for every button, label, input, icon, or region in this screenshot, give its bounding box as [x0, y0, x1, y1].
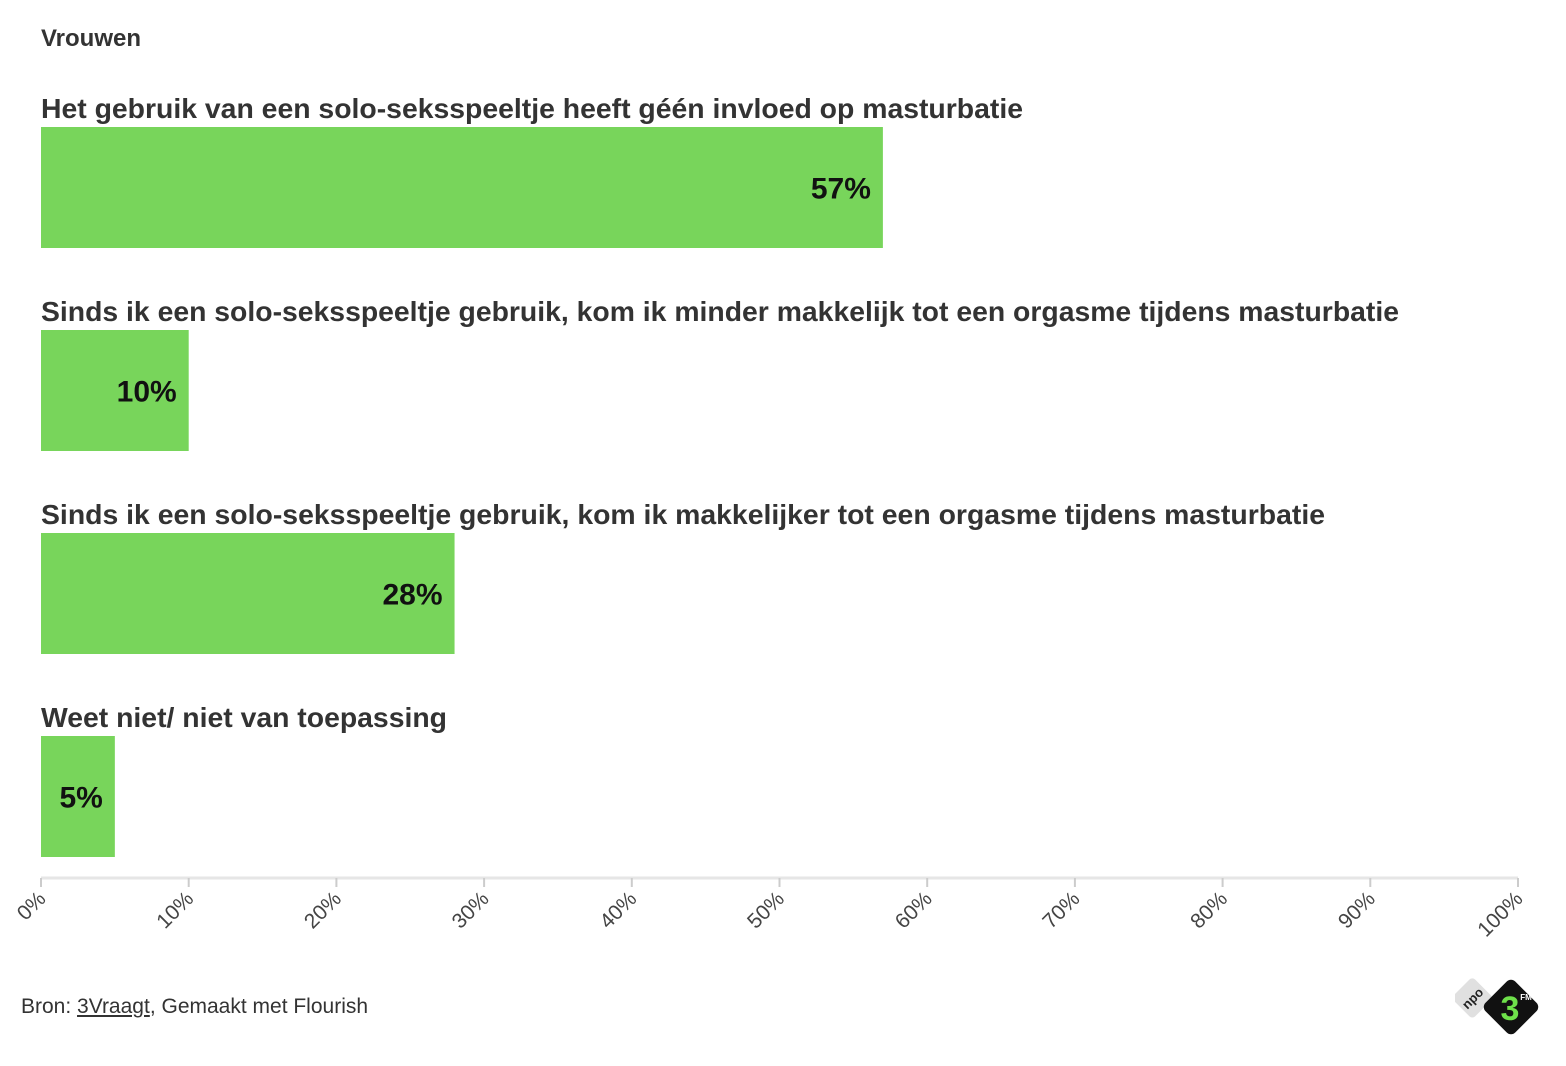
category-label: Het gebruik van een solo-seksspeeltje he…	[41, 93, 1023, 124]
category-label: Sinds ik een solo-seksspeeltje gebruik, …	[41, 296, 1399, 327]
category-label: Weet niet/ niet van toepassing	[41, 702, 447, 733]
x-tick-label: 20%	[300, 887, 346, 933]
x-tick-label: 40%	[595, 887, 641, 933]
logo-3-text: 3	[1501, 990, 1520, 1028]
x-tick-label: 60%	[891, 887, 937, 933]
x-tick-label: 30%	[448, 887, 494, 933]
x-tick-label: 90%	[1334, 887, 1380, 933]
npo-3fm-logo-icon: npo 3 FM	[1452, 975, 1547, 1039]
x-tick-label: 50%	[743, 887, 789, 933]
footer-prefix: Bron:	[21, 995, 78, 1018]
x-tick-label: 10%	[152, 887, 198, 933]
footer-suffix: , Gemaakt met Flourish	[149, 995, 369, 1018]
category-label: Sinds ik een solo-seksspeeltje gebruik, …	[41, 499, 1325, 530]
x-tick-label: 80%	[1186, 887, 1232, 933]
value-label: 5%	[59, 782, 102, 815]
chart-subtitle: Vrouwen	[41, 25, 141, 52]
bar	[41, 127, 883, 248]
x-tick-label: 70%	[1038, 887, 1084, 933]
value-label: 10%	[117, 376, 177, 409]
bars-layer: Het gebruik van een solo-seksspeeltje he…	[41, 93, 1399, 857]
bar	[41, 533, 455, 654]
logo-fm-text: FM	[1520, 993, 1532, 1002]
value-label: 28%	[383, 579, 443, 612]
x-tick-label: 100%	[1473, 887, 1527, 941]
x-axis: 0% 10% 20% 30% 40% 50% 60% 70% 80% 90% 100%	[13, 876, 1528, 942]
bar	[41, 330, 189, 451]
value-label: 57%	[811, 173, 871, 206]
bar	[41, 736, 115, 857]
x-tick-label: 0%	[13, 887, 51, 925]
footer: Bron: 3Vraagt, Gemaakt met Flourish	[21, 995, 368, 1019]
source-link[interactable]: 3Vraagt	[77, 995, 150, 1018]
